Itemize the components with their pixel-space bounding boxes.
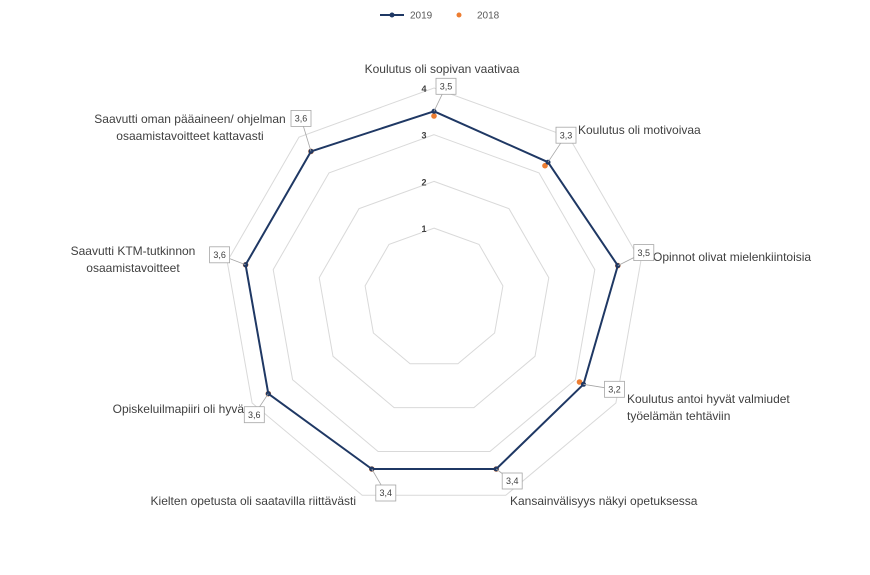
data-label: 3,5: [638, 248, 651, 258]
category-label: Kielten opetusta oli saatavilla riittävä…: [151, 494, 356, 508]
point-2018: [431, 113, 437, 119]
legend-marker-2019: [389, 12, 395, 18]
data-label: 3,6: [213, 250, 226, 260]
legend-label-2019: 2019: [410, 11, 433, 22]
data-label-box: [501, 472, 523, 490]
category-label: Saavutti oman pääaineen/ ohjelman osaamis…: [94, 112, 285, 143]
grid-ring-3: [272, 134, 596, 452]
data-label-box: [375, 484, 397, 502]
grid-ring-1: [364, 227, 504, 365]
data-label-box: [555, 126, 577, 144]
category-label: Koulutus oli sopivan vaativaa: [365, 62, 520, 76]
data-label-box: [290, 110, 312, 127]
data-label-box: [633, 244, 655, 262]
legend-marker-2018: [456, 12, 462, 18]
series-2019: [243, 108, 621, 472]
category-labels: Koulutus oli sopivan vaativaa Koulutus ol…: [71, 62, 812, 508]
data-labels: 3,5 3,3 3,5 3,2 3,4 3,4 3,6 3,6 3,6: [209, 77, 655, 502]
data-label-box: [604, 380, 625, 398]
point-2018: [542, 162, 548, 169]
legend-label-2018: 2018: [477, 11, 500, 22]
data-label: 3,6: [295, 114, 308, 124]
data-label-box: [435, 77, 457, 95]
radial-tick-label: 2: [421, 177, 426, 187]
data-label: 3,4: [380, 488, 393, 498]
data-label: 3,5: [440, 82, 453, 92]
legend: 2019 2018: [380, 11, 500, 22]
category-label: Koulutus oli motivoivaa: [578, 123, 701, 137]
radial-tick-label: 4: [421, 84, 426, 94]
category-label: Opinnot olivat mielenkiintoisia: [653, 250, 811, 264]
category-label: Opiskeluilmapiiri oli hyvä: [113, 402, 245, 416]
data-label: 3,2: [608, 385, 621, 395]
category-label: Kansainvälisyys näkyi opetuksessa: [510, 494, 698, 508]
radar-grid: [226, 87, 642, 496]
category-label: Koulutus antoi hyvät valmiudet työelämän …: [627, 392, 790, 423]
data-label: 3,3: [560, 130, 573, 140]
data-label: 3,4: [506, 476, 519, 486]
data-label: 3,6: [248, 410, 261, 420]
category-label: Saavutti KTM-tutkinnon osaamistavoitteet: [71, 244, 196, 275]
grid-ring-2: [318, 180, 550, 409]
radial-tick-label: 1: [421, 224, 426, 234]
data-label-box: [243, 406, 265, 424]
series-line-2019: [244, 110, 619, 470]
grid-ring-4: [226, 87, 642, 496]
radial-tick-label: 3: [421, 131, 426, 141]
data-label-box: [209, 246, 231, 264]
radial-tick-labels: 1 2 3 4: [421, 84, 426, 234]
series-2018: [242, 113, 621, 472]
point-2018: [576, 379, 583, 385]
